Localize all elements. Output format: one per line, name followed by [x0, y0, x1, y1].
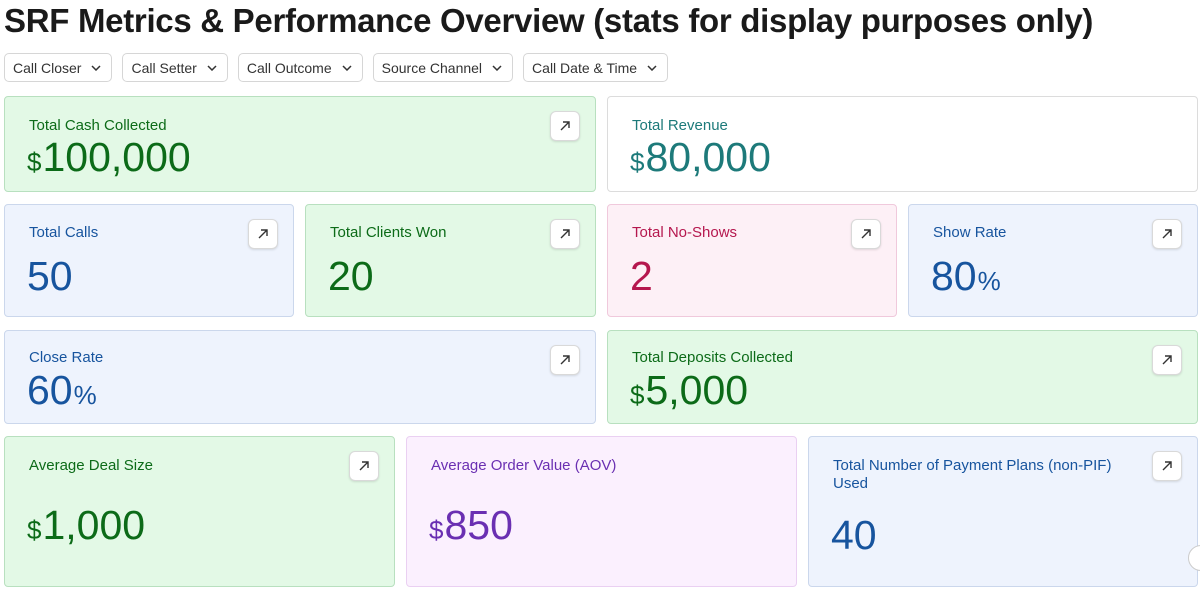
filter-call-closer[interactable]: Call Closer	[4, 53, 113, 82]
card-total-payment-plans: Total Number of Payment Plans (non-PIF) …	[808, 436, 1198, 587]
card-label: Total Clients Won	[330, 224, 447, 241]
filter-label: Call Closer	[13, 59, 82, 76]
metric-number: 100,000	[42, 134, 191, 180]
open-details-button[interactable]	[349, 451, 379, 481]
metric-number: 5,000	[645, 367, 749, 413]
card-value: 40	[831, 513, 877, 557]
currency-symbol: $	[27, 147, 42, 177]
arrow-up-right-icon	[560, 121, 570, 131]
filter-source-channel[interactable]: Source Channel	[372, 53, 514, 82]
card-value: $80,000	[630, 135, 771, 184]
filter-label: Call Date & Time	[532, 59, 638, 76]
filter-label: Call Setter	[131, 59, 197, 76]
card-label: Average Deal Size	[29, 457, 153, 474]
card-value: $5,000	[630, 368, 748, 417]
filter-call-outcome[interactable]: Call Outcome	[237, 53, 363, 82]
card-label: Total Revenue	[632, 117, 728, 134]
chevron-down-icon	[647, 63, 657, 73]
chevron-down-icon	[492, 63, 502, 73]
filter-label: Source Channel	[381, 59, 483, 76]
card-value: $1,000	[27, 503, 145, 552]
filter-call-date-time[interactable]: Call Date & Time	[523, 53, 669, 82]
page-title: SRF Metrics & Performance Overview (stat…	[4, 2, 1094, 39]
card-value: 50	[27, 254, 73, 298]
card-label: Close Rate	[29, 349, 104, 366]
filter-call-setter[interactable]: Call Setter	[122, 53, 228, 82]
card-total-revenue: Total Revenue $80,000	[607, 96, 1198, 192]
arrow-up-right-icon	[861, 229, 871, 239]
open-details-button[interactable]	[550, 111, 580, 141]
open-details-button[interactable]	[1152, 451, 1182, 481]
open-details-button[interactable]	[1152, 345, 1182, 375]
percent-suffix: %	[977, 266, 1001, 296]
percent-suffix: %	[73, 380, 97, 410]
currency-symbol: $	[630, 380, 645, 410]
metric-number: 80,000	[645, 134, 771, 180]
open-details-button[interactable]	[851, 219, 881, 249]
card-value: $850	[429, 503, 513, 552]
arrow-up-right-icon	[1162, 355, 1172, 365]
card-total-calls: Total Calls 50	[4, 204, 294, 317]
card-label: Total Cash Collected	[29, 117, 167, 134]
card-label: Average Order Value (AOV)	[431, 457, 617, 474]
currency-symbol: $	[630, 147, 645, 177]
open-details-button[interactable]	[248, 219, 278, 249]
open-details-button[interactable]	[1152, 219, 1182, 249]
card-average-deal-size: Average Deal Size $1,000	[4, 436, 395, 587]
card-label: Total Calls	[29, 224, 99, 241]
card-value: $100,000	[27, 135, 191, 184]
arrow-up-right-icon	[258, 229, 268, 239]
metric-number: 80	[931, 253, 977, 299]
metric-number: 50	[27, 253, 73, 299]
card-value: 60%	[27, 368, 97, 417]
arrow-up-right-icon	[560, 229, 570, 239]
card-total-no-shows: Total No-Shows 2	[607, 204, 897, 317]
card-close-rate: Close Rate 60%	[4, 330, 596, 424]
arrow-up-right-icon	[359, 461, 369, 471]
card-total-deposits-collected: Total Deposits Collected $5,000	[607, 330, 1198, 424]
filter-label: Call Outcome	[246, 59, 332, 76]
card-average-order-value: Average Order Value (AOV) $850	[406, 436, 797, 587]
metric-number: 2	[630, 253, 653, 299]
chevron-down-icon	[91, 63, 101, 73]
card-label: Show Rate	[933, 224, 1007, 241]
card-show-rate: Show Rate 80%	[908, 204, 1198, 317]
currency-symbol: $	[27, 515, 42, 545]
card-label: Total No-Shows	[632, 224, 738, 241]
card-label: Total Number of Payment Plans (non-PIF) …	[833, 457, 1112, 492]
chevron-down-icon	[207, 63, 217, 73]
metric-number: 40	[831, 512, 877, 558]
metric-number: 20	[328, 253, 374, 299]
metric-number: 850	[444, 502, 513, 548]
card-value: 80%	[931, 254, 1001, 303]
filter-bar: Call Closer Call Setter Call Outcome Sou…	[4, 53, 669, 82]
arrow-up-right-icon	[1162, 461, 1172, 471]
metric-number: 60	[27, 367, 73, 413]
open-details-button[interactable]	[550, 219, 580, 249]
arrow-up-right-icon	[1162, 229, 1172, 239]
open-details-button[interactable]	[550, 345, 580, 375]
currency-symbol: $	[429, 515, 444, 545]
card-total-cash-collected: Total Cash Collected $100,000	[4, 96, 596, 192]
metric-number: 1,000	[42, 502, 146, 548]
card-total-clients-won: Total Clients Won 20	[305, 204, 596, 317]
card-value: 2	[630, 254, 653, 298]
arrow-up-right-icon	[560, 355, 570, 365]
card-value: 20	[328, 254, 374, 298]
card-label: Total Deposits Collected	[632, 349, 793, 366]
chevron-down-icon	[342, 63, 352, 73]
